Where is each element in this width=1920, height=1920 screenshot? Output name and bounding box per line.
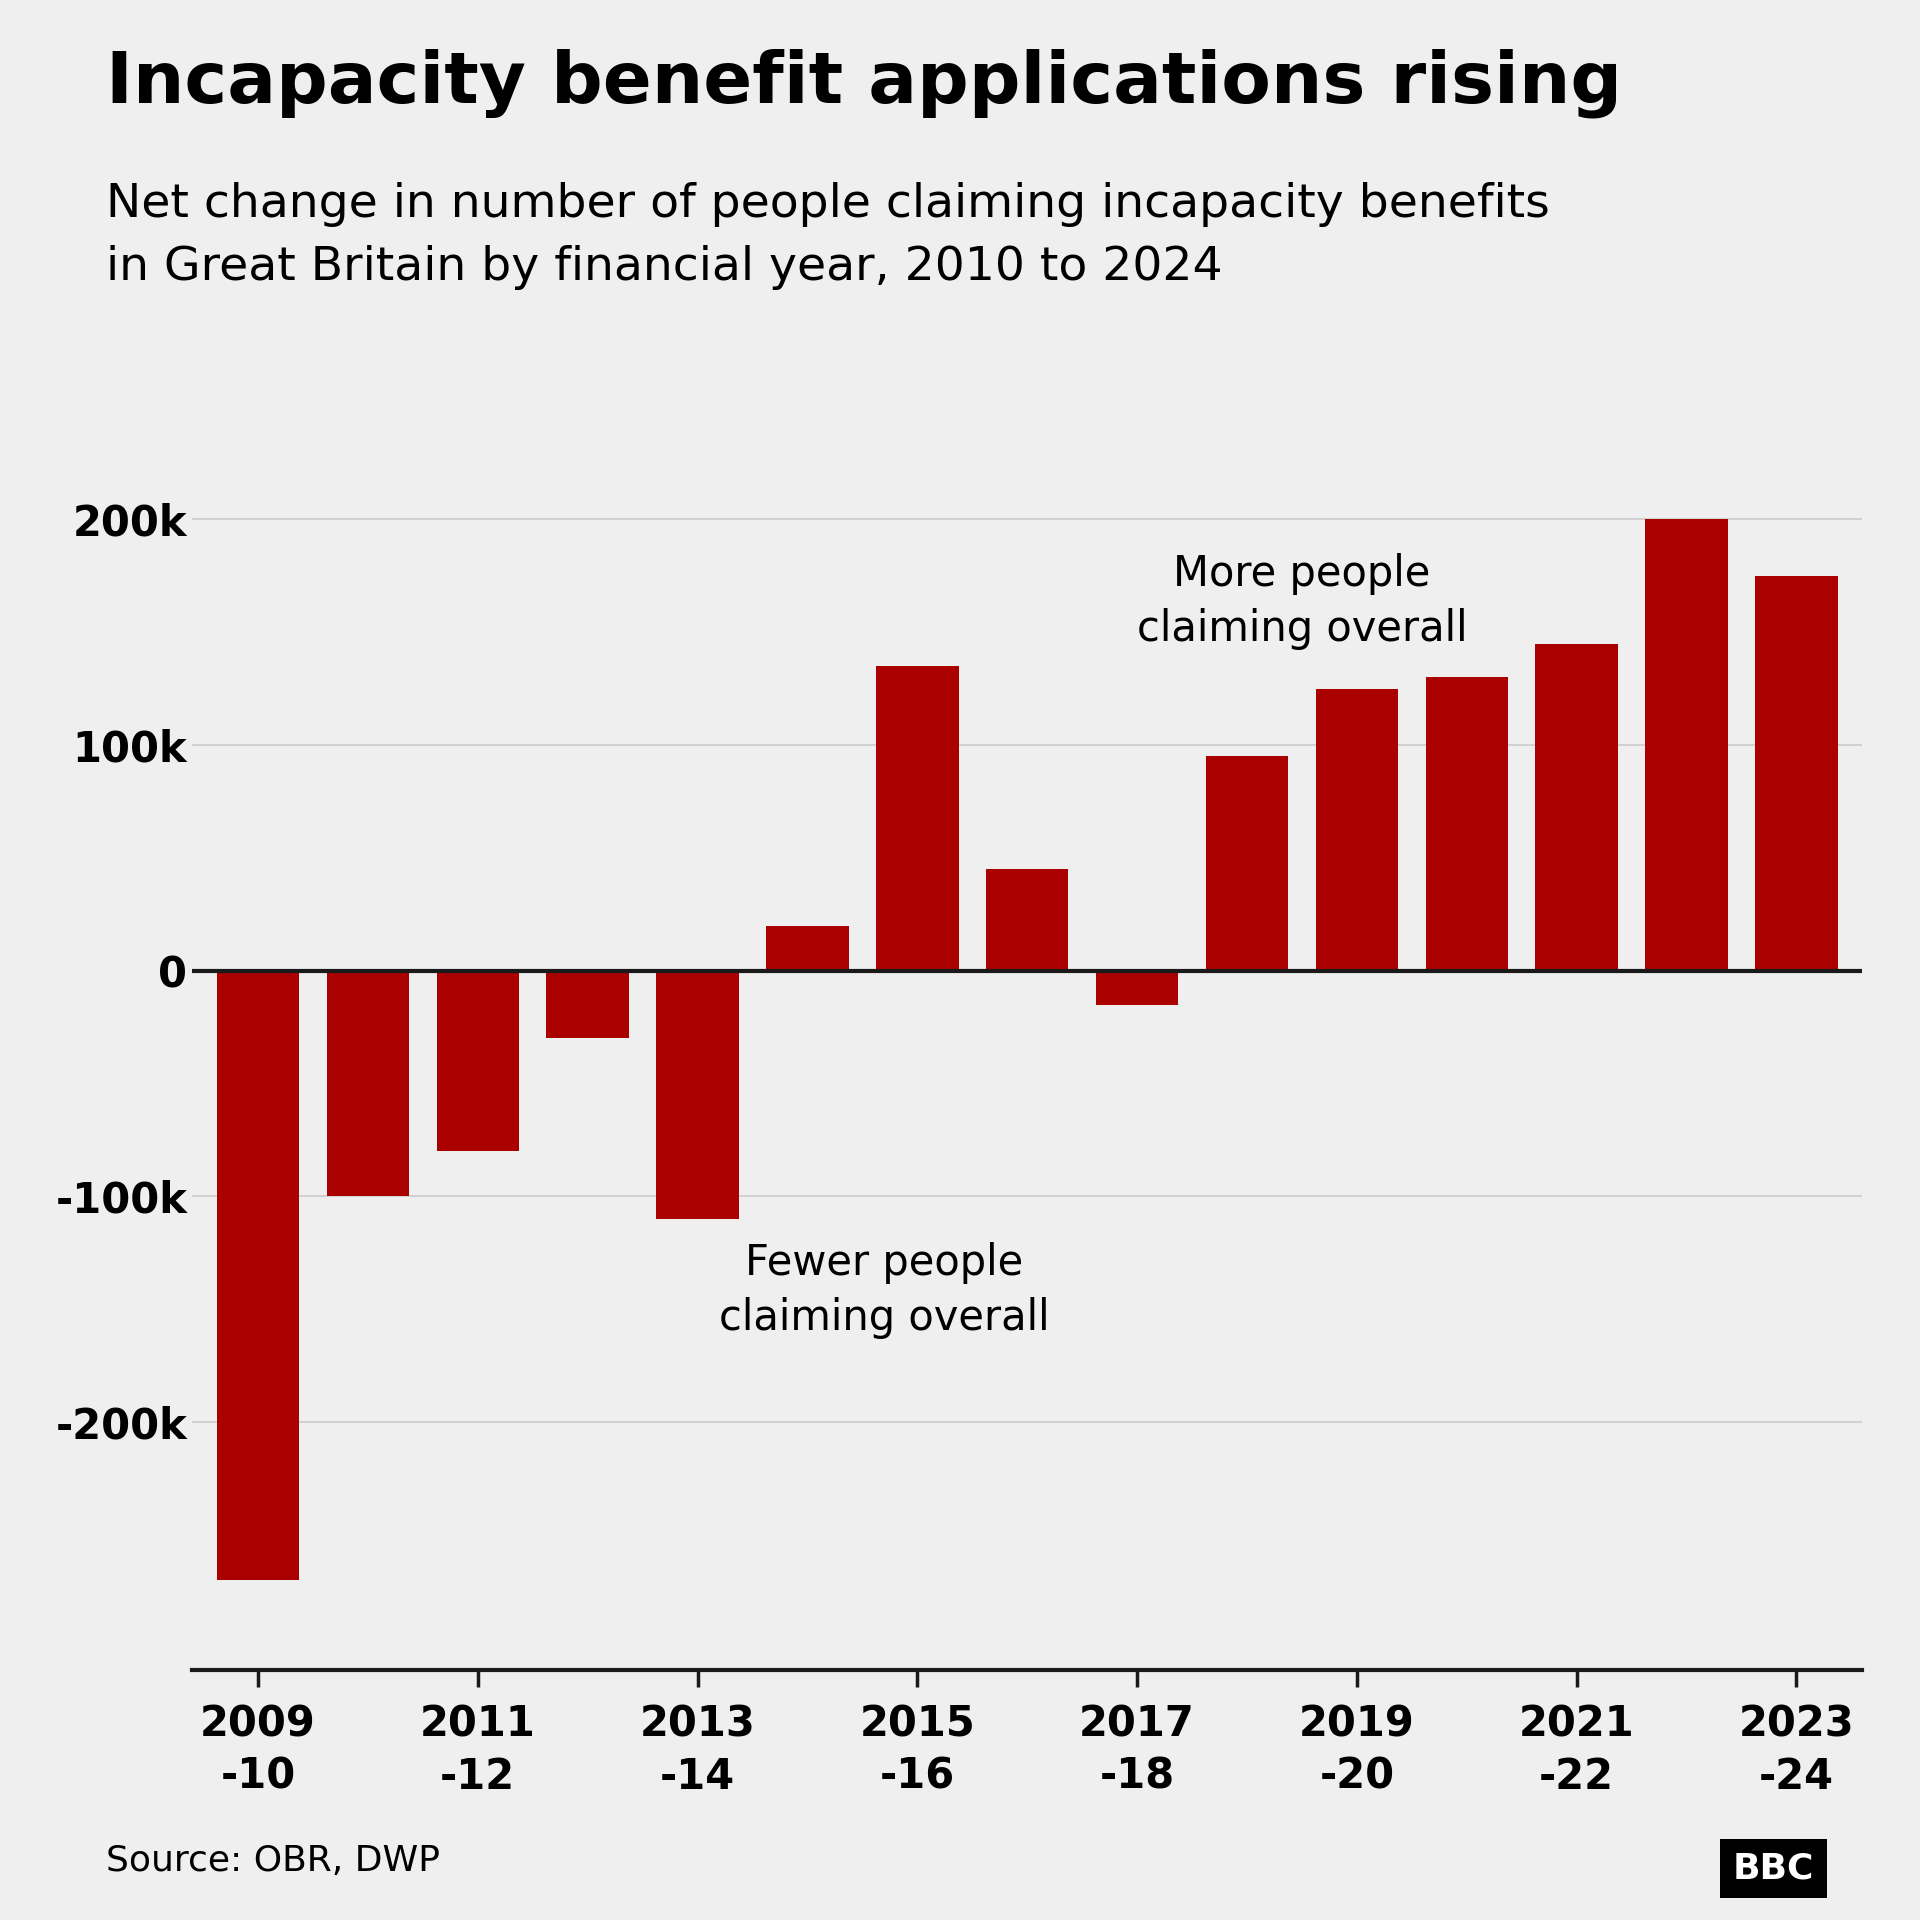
Bar: [876, 666, 958, 972]
Bar: [1425, 678, 1507, 972]
Bar: [1536, 643, 1619, 972]
Bar: [1645, 520, 1728, 972]
Text: Source: OBR, DWP: Source: OBR, DWP: [106, 1843, 440, 1878]
Text: More people
claiming overall: More people claiming overall: [1137, 553, 1467, 651]
Bar: [1206, 756, 1288, 972]
Bar: [1315, 689, 1398, 972]
Text: Fewer people
claiming overall: Fewer people claiming overall: [718, 1242, 1050, 1338]
Bar: [657, 972, 739, 1219]
Bar: [436, 972, 518, 1152]
Text: BBC: BBC: [1734, 1851, 1814, 1885]
Bar: [217, 972, 300, 1580]
Bar: [326, 972, 409, 1196]
Bar: [547, 972, 630, 1039]
Bar: [766, 925, 849, 972]
Bar: [987, 870, 1068, 972]
Bar: [1755, 576, 1837, 972]
Text: Incapacity benefit applications rising: Incapacity benefit applications rising: [106, 48, 1622, 117]
Text: Net change in number of people claiming incapacity benefits
in Great Britain by : Net change in number of people claiming …: [106, 182, 1549, 290]
Bar: [1096, 972, 1179, 1004]
